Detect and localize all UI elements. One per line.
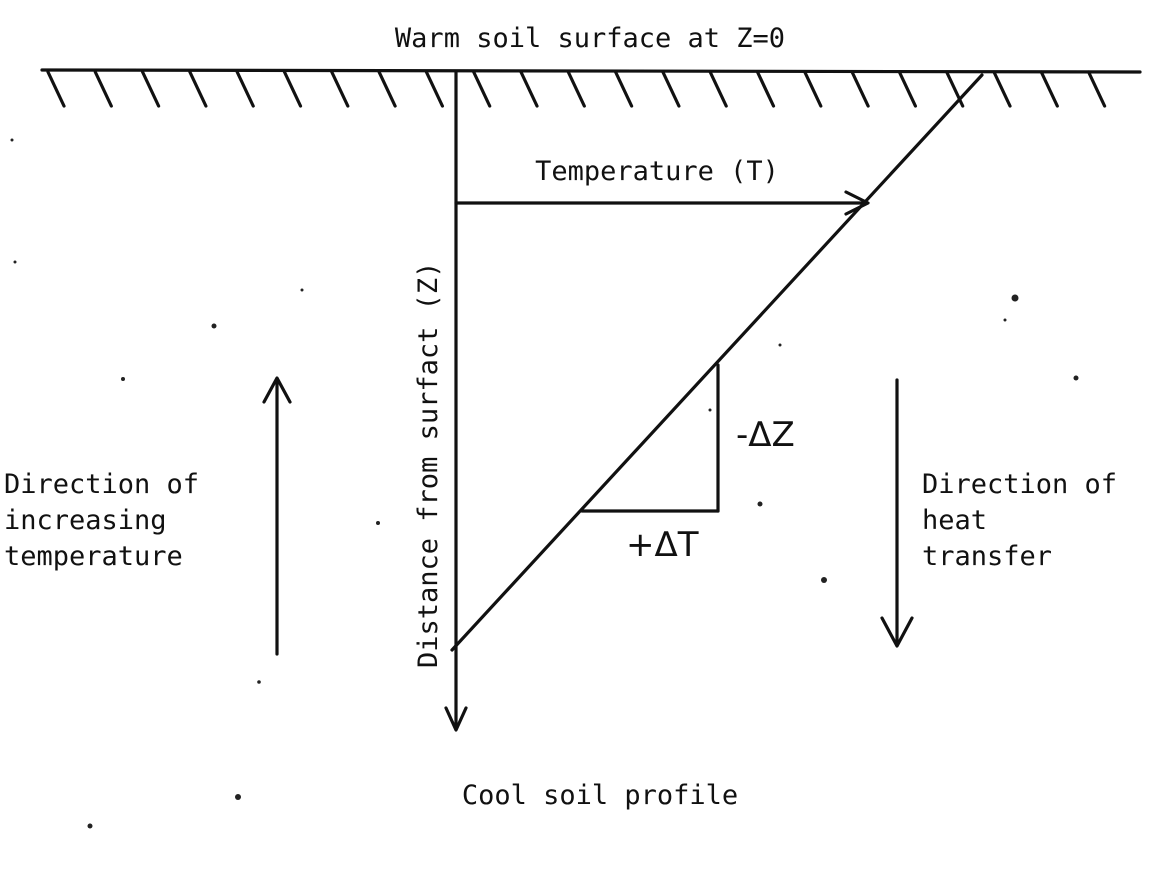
delta-t-label: +ΔT xyxy=(626,525,699,565)
hatch-mark xyxy=(46,70,66,108)
hatch-mark xyxy=(141,70,161,108)
svg-text:transfer: transfer xyxy=(922,541,1052,572)
hatch-mark xyxy=(330,70,350,108)
heat-transfer-arrow xyxy=(880,378,914,648)
hatch-mark xyxy=(93,70,113,108)
svg-text:heat: heat xyxy=(922,505,987,536)
hatch-mark xyxy=(661,70,681,108)
heat-transfer-text: Direction of heat transfer xyxy=(922,469,1117,572)
hatch-mark xyxy=(377,70,397,108)
bottom-label: Cool soil profile xyxy=(462,780,738,811)
hatch-mark xyxy=(282,70,303,108)
hatch-mark xyxy=(188,70,208,108)
hatch-mark xyxy=(235,70,255,108)
increasing-temperature-arrow xyxy=(262,376,292,656)
hatch-mark xyxy=(850,70,870,108)
hatch-mark xyxy=(803,70,823,108)
svg-text:-ΔZ: -ΔZ xyxy=(736,415,795,455)
depth-axis-label: Distance from surfact (Z) xyxy=(413,262,444,668)
temperature-label: Temperature (T) xyxy=(535,156,779,187)
scan-specks xyxy=(10,138,1079,829)
hatch-mark xyxy=(992,70,1012,108)
temperature-arrow xyxy=(454,190,870,216)
increasing-temperature-text: Direction of increasing temperature xyxy=(4,469,199,572)
hatch-mark xyxy=(472,70,492,108)
svg-text:temperature: temperature xyxy=(4,541,183,572)
hatch-mark xyxy=(708,70,728,108)
hatch-mark xyxy=(424,70,444,108)
svg-text:Direction of: Direction of xyxy=(4,469,199,500)
gradient-triangle xyxy=(580,363,720,513)
svg-text:+ΔT: +ΔT xyxy=(626,525,699,565)
surface-label: Warm soil surface at Z=0 xyxy=(395,23,785,54)
svg-text:Direction of: Direction of xyxy=(922,469,1117,500)
svg-text:increasing: increasing xyxy=(4,505,167,536)
surface-hatching xyxy=(46,70,1107,108)
delta-z-label: -ΔZ xyxy=(736,415,795,455)
hatch-mark xyxy=(613,70,634,108)
hatch-mark xyxy=(566,70,586,108)
depth-axis xyxy=(444,70,468,732)
hatch-mark xyxy=(897,70,918,108)
hatch-mark xyxy=(519,70,539,108)
hatch-mark xyxy=(1039,70,1059,108)
hatch-mark xyxy=(1086,70,1107,108)
temperature-profile-line xyxy=(450,73,984,652)
soil-surface xyxy=(40,68,1142,108)
hatch-mark xyxy=(755,70,776,108)
